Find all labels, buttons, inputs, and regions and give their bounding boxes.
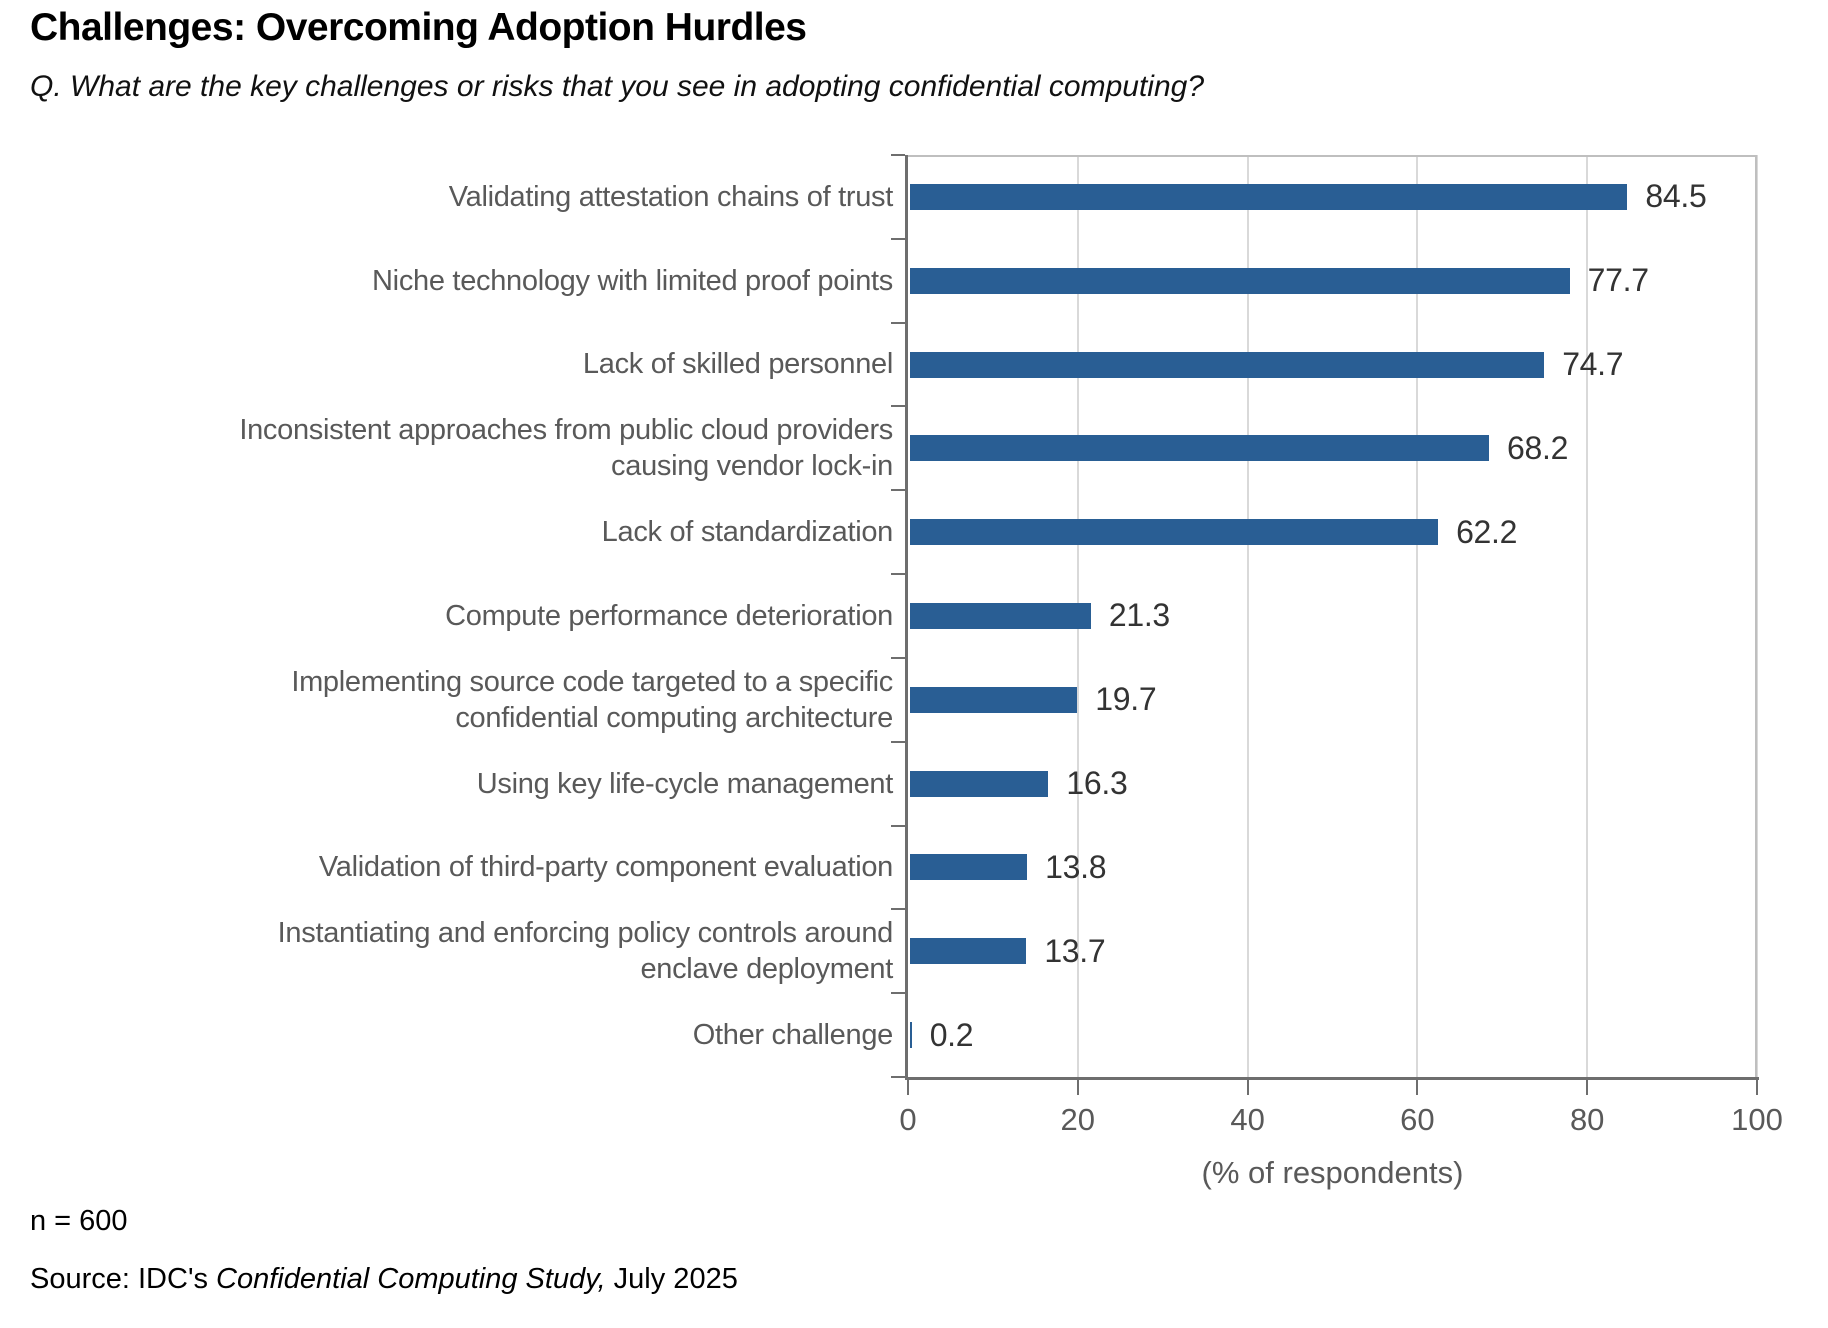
y-axis-tick (891, 656, 905, 659)
y-axis-tick (891, 321, 905, 324)
bar (910, 183, 1628, 210)
value-label: 0.2 (929, 1016, 974, 1053)
y-axis-tick (891, 1076, 905, 1078)
x-axis-tick (1076, 1080, 1079, 1095)
y-axis-tick (891, 824, 905, 827)
category-label: Other challenge (692, 1018, 894, 1051)
sample-size: n = 600 (30, 1205, 128, 1237)
bar-row: 68.2 (910, 406, 1759, 490)
x-axis-tick (1246, 1080, 1249, 1095)
category-label: Implementing source code targeted to a s… (291, 665, 893, 734)
value-label: 74.7 (1562, 346, 1624, 383)
value-label: 21.3 (1108, 597, 1170, 634)
y-axis-tick (891, 237, 905, 240)
bar (910, 770, 1049, 797)
bar (910, 1022, 912, 1049)
bar (910, 938, 1027, 965)
value-label: 62.2 (1456, 513, 1518, 550)
category-label: Instantiating and enforcing policy contr… (277, 917, 894, 986)
x-tick-label: 60 (1400, 1102, 1435, 1137)
value-label: 19.7 (1095, 681, 1157, 718)
x-axis-tick (1586, 1080, 1589, 1095)
bar-row: 74.7 (910, 323, 1759, 407)
bar (910, 519, 1439, 546)
y-axis-tick (891, 489, 905, 492)
bar-row: 84.5 (910, 155, 1759, 239)
x-axis-tick (907, 1080, 909, 1095)
y-axis-tick (891, 908, 905, 911)
source-note: Source: IDC's Confidential Computing Stu… (30, 1263, 738, 1296)
category-label: Inconsistent approaches from public clou… (239, 414, 893, 483)
category-label: Niche technology with limited proof poin… (372, 264, 893, 297)
bar-row: 13.7 (910, 909, 1759, 993)
chart-title: Challenges: Overcoming Adoption Hurdles (30, 6, 807, 49)
value-label: 84.5 (1645, 178, 1707, 215)
value-label: 77.7 (1587, 262, 1649, 299)
category-label: Validating attestation chains of trust (448, 180, 894, 213)
x-axis (905, 1077, 1759, 1080)
gridline (1756, 155, 1758, 1077)
source-suffix: July 2025 (605, 1263, 738, 1295)
y-axis-tick (891, 573, 905, 576)
value-label: 13.7 (1044, 932, 1106, 969)
bar (910, 602, 1091, 629)
bar-row: 0.2 (910, 993, 1759, 1077)
x-tick-label: 20 (1060, 1102, 1096, 1137)
x-tick-label: 40 (1230, 1102, 1265, 1137)
y-axis-tick (891, 740, 905, 743)
category-label: Using key life-cycle management (476, 767, 894, 800)
chart-question: Q. What are the key challenges or risks … (30, 70, 1204, 103)
bar (910, 686, 1078, 713)
y-axis (905, 155, 908, 1080)
y-axis-tick (891, 154, 905, 156)
category-label: Validation of third-party component eval… (318, 851, 893, 884)
gridline (1416, 155, 1419, 1077)
bar (910, 351, 1545, 378)
bar-row: 13.8 (910, 826, 1759, 910)
x-axis-tick (1756, 1080, 1758, 1095)
bar-row: 62.2 (910, 490, 1759, 574)
category-label: Compute performance deterioration (445, 599, 893, 632)
x-axis-tick (1416, 1080, 1419, 1095)
bar-row: 16.3 (910, 742, 1759, 826)
x-tick-label: 80 (1569, 1102, 1605, 1137)
gridline (1586, 155, 1589, 1077)
category-label: Lack of skilled personnel (582, 348, 893, 381)
source-prefix: Source: IDC's (30, 1263, 217, 1295)
y-axis-tick (891, 405, 905, 408)
y-axis-tick (891, 992, 905, 995)
value-label: 16.3 (1066, 765, 1128, 802)
bar-row: 21.3 (910, 574, 1759, 658)
gridline (1246, 155, 1249, 1077)
x-axis-title: (% of respondents) (1201, 1155, 1464, 1190)
bar (910, 435, 1490, 462)
x-tick-label: 0 (899, 1102, 917, 1137)
bar-row: 77.7 (910, 239, 1759, 323)
category-label: Lack of standardization (601, 516, 894, 549)
x-tick-label: 100 (1731, 1102, 1783, 1137)
source-study-name: Confidential Computing Study, (216, 1263, 606, 1295)
value-label: 68.2 (1507, 429, 1569, 466)
value-label: 13.8 (1045, 848, 1107, 885)
bar (910, 854, 1028, 881)
bar (910, 267, 1570, 294)
bar-row: 19.7 (910, 658, 1759, 742)
plot-border (908, 155, 1757, 1077)
